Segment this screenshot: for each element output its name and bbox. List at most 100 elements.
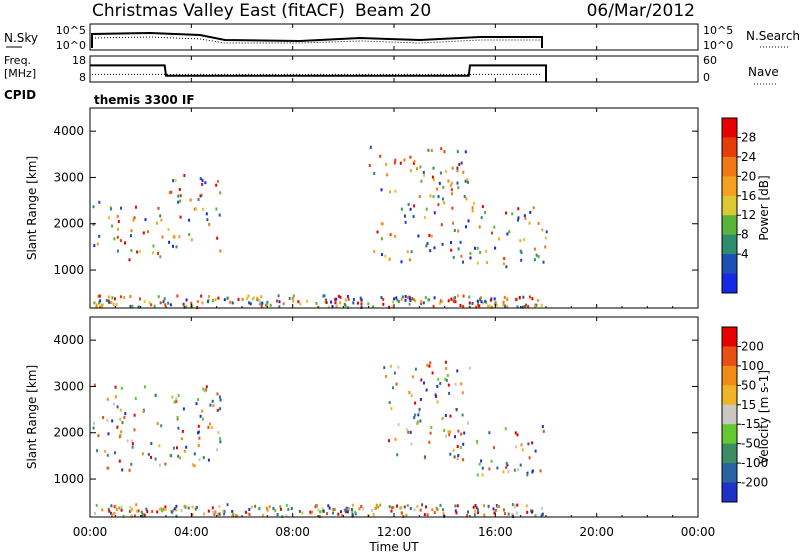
ground-scatter-cell bbox=[471, 301, 474, 305]
scatter-cell bbox=[202, 456, 205, 460]
ground-scatter-cell bbox=[528, 295, 531, 299]
ground-scatter-cell bbox=[200, 294, 203, 298]
scatter-cell bbox=[418, 407, 421, 411]
ground-scatter-cell bbox=[258, 507, 261, 511]
scatter-cell bbox=[197, 398, 199, 402]
scatter-cell bbox=[142, 410, 145, 414]
scatter-cell bbox=[403, 158, 406, 162]
ground-scatter-cell bbox=[433, 296, 436, 300]
scatter-cell bbox=[106, 418, 109, 422]
ground-scatter-cell bbox=[128, 509, 131, 513]
scatter-cell bbox=[419, 398, 422, 401]
freq-tick-bottom: 8 bbox=[79, 71, 86, 84]
ground-scatter-cell bbox=[439, 503, 442, 507]
scatter-cell bbox=[193, 452, 196, 456]
ground-scatter-cell bbox=[301, 511, 304, 515]
ground-scatter-cell bbox=[130, 514, 133, 518]
ground-scatter-cell bbox=[480, 296, 483, 299]
range-tick-label: 3000 bbox=[53, 379, 84, 393]
ground-scatter-cell bbox=[453, 297, 456, 300]
ground-scatter-cell bbox=[351, 513, 354, 517]
scatter-cell bbox=[434, 393, 437, 397]
ground-scatter-cell bbox=[258, 299, 261, 303]
scatter-cell bbox=[379, 154, 382, 158]
ground-scatter-cell bbox=[231, 509, 234, 513]
ground-scatter-cell bbox=[462, 305, 465, 308]
scatter-cell bbox=[175, 245, 178, 249]
time-tick-label: 08:00 bbox=[275, 525, 310, 539]
ground-scatter-cell bbox=[327, 504, 330, 508]
scatter-cell bbox=[385, 374, 387, 378]
scatter-cell bbox=[412, 215, 415, 219]
scatter-cell bbox=[123, 415, 126, 419]
scatter-cell bbox=[111, 224, 113, 228]
ground-scatter-cell bbox=[217, 296, 220, 300]
scatter-cell bbox=[383, 366, 386, 370]
scatter-cell bbox=[208, 223, 211, 226]
ground-scatter-cell bbox=[396, 298, 399, 302]
scatter-cell bbox=[498, 237, 501, 241]
scatter-cell bbox=[407, 430, 410, 434]
ground-scatter-cell bbox=[115, 508, 118, 512]
scatter-cell bbox=[199, 194, 202, 198]
ground-scatter-cell bbox=[531, 510, 533, 514]
colorbar-segment bbox=[722, 424, 737, 445]
scatter-cell bbox=[191, 463, 194, 467]
colorbar-segment bbox=[722, 404, 737, 425]
colorbar-frame bbox=[721, 326, 738, 503]
ground-scatter-cell bbox=[120, 508, 123, 512]
ground-scatter-cell bbox=[487, 504, 490, 508]
scatter-cell bbox=[508, 230, 511, 234]
scatter-cell bbox=[195, 402, 198, 406]
scatter-cell bbox=[219, 398, 222, 402]
scatter-cell bbox=[460, 432, 463, 436]
power-colorbar-label: Power [dB] bbox=[757, 175, 771, 240]
scatter-cell bbox=[124, 241, 126, 245]
ground-scatter-cell bbox=[256, 296, 259, 300]
scatter-cell bbox=[502, 470, 505, 474]
scatter-cell bbox=[106, 466, 109, 470]
scatter-cell bbox=[179, 194, 182, 198]
scatter-cell bbox=[116, 249, 119, 253]
ground-scatter-cell bbox=[483, 504, 486, 508]
scatter-cell bbox=[409, 155, 412, 159]
ground-scatter-cell bbox=[213, 512, 216, 516]
ground-scatter-cell bbox=[414, 299, 417, 303]
ground-scatter-cell bbox=[522, 295, 525, 299]
scatter-cell bbox=[380, 188, 383, 192]
scatter-cell bbox=[130, 229, 133, 233]
ground-scatter-cell bbox=[490, 298, 492, 302]
scatter-cell bbox=[212, 404, 215, 408]
scatter-cell bbox=[385, 162, 388, 166]
ground-scatter-cell bbox=[288, 297, 291, 300]
scatter-cell bbox=[413, 416, 416, 420]
ground-scatter-cell bbox=[400, 298, 403, 301]
scatter-cell bbox=[118, 459, 121, 463]
ground-scatter-cell bbox=[435, 506, 438, 510]
scatter-cell bbox=[406, 250, 409, 254]
scatter-cell bbox=[524, 216, 527, 220]
ground-scatter-cell bbox=[400, 511, 403, 515]
scatter-cell bbox=[209, 403, 212, 407]
scatter-cell bbox=[461, 391, 464, 395]
scatter-cell bbox=[177, 454, 180, 458]
scatter-cell bbox=[411, 375, 414, 379]
scatter-cell bbox=[172, 235, 175, 238]
nsky-panel: N.Sky 10^5 10^0 10^5 10^0 N.Search bbox=[4, 23, 800, 52]
ground-scatter-cell bbox=[260, 304, 263, 308]
ground-scatter-cell bbox=[375, 506, 377, 510]
scatter-cell bbox=[476, 246, 479, 250]
scatter-cell bbox=[106, 453, 109, 457]
scatter-cell bbox=[437, 195, 440, 199]
scatter-cell bbox=[439, 381, 442, 385]
ground-scatter-cell bbox=[507, 512, 510, 516]
ground-scatter-cell bbox=[248, 301, 251, 305]
scatter-cell bbox=[177, 426, 180, 430]
scatter-cell bbox=[488, 467, 491, 471]
scatter-cell bbox=[198, 458, 201, 462]
ground-scatter-cell bbox=[382, 298, 385, 301]
scatter-cell bbox=[93, 244, 96, 248]
scatter-cell bbox=[519, 463, 522, 467]
ground-scatter-cell bbox=[513, 503, 516, 507]
